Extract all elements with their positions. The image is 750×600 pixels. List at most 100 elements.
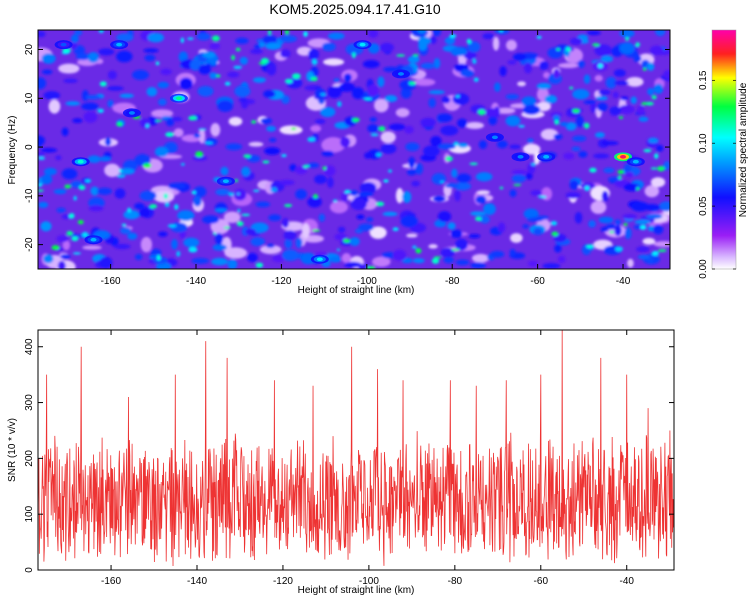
heatmap-cell: [413, 78, 436, 86]
heatmap-cell: [380, 131, 396, 144]
heatmap-cell: [553, 68, 560, 79]
heatmap-cell: [454, 189, 461, 202]
heatmap-cell: [449, 34, 457, 38]
heatmap-cell: [158, 98, 167, 106]
heatmap-cell: [478, 140, 488, 149]
heatmap-cell: [598, 216, 614, 224]
heatmap-cell: [415, 248, 422, 254]
heatmap-cell: [601, 140, 619, 146]
heatmap-cell: [408, 156, 416, 169]
heatmap-cell: [653, 224, 664, 235]
heatmap-cell: [544, 94, 558, 104]
heatmap-cell: [38, 156, 45, 160]
heatmap-cell: [577, 60, 585, 68]
heatmap-cell: [268, 214, 282, 222]
heatmap-cell: [460, 69, 475, 78]
heatmap-cell: [269, 137, 277, 143]
heatmap-cell: [605, 76, 617, 89]
heatmap-cell: [494, 82, 501, 92]
colorbar: 0.00 0.05 0.10 0.15 Normalized spectral amp…: [698, 29, 749, 279]
heatmap-cell: [163, 193, 168, 200]
heatmap-cell: [215, 232, 224, 245]
heatmap-y-ticks: -20 -10 0 10 20: [24, 44, 670, 252]
heatmap-cell: [505, 115, 521, 127]
heatmap-cell: [311, 59, 318, 65]
heatmap-cell: [594, 44, 613, 57]
heatmap-cell: [550, 111, 563, 118]
heatmap-cell: [53, 188, 67, 195]
heatmap-hotspot-core: [632, 159, 639, 164]
heatmap-cell: [307, 162, 320, 169]
heatmap-cell: [659, 201, 670, 212]
heatmap-cell: [280, 49, 291, 58]
x-tick-label: -80: [448, 576, 463, 587]
heatmap-cell: [595, 132, 605, 138]
heatmap-cell: [533, 227, 543, 236]
x-tick-label: -140: [186, 276, 206, 287]
heatmap-cell: [430, 135, 442, 147]
heatmap-cell: [87, 52, 99, 63]
colorbar-tick-label: 0.15: [698, 70, 709, 90]
heatmap-cell: [302, 164, 310, 168]
heatmap-cell: [227, 71, 240, 78]
heatmap-cell: [250, 237, 265, 247]
heatmap-cell: [400, 215, 418, 228]
heatmap-cell: [530, 190, 543, 196]
heatmap-cell: [255, 201, 271, 208]
x-tick-label: -120: [271, 276, 291, 287]
heatmap-cell: [210, 123, 221, 137]
heatmap-cell: [138, 209, 149, 217]
heatmap-cell: [43, 91, 61, 100]
heatmap-cell: [156, 254, 161, 261]
heatmap-cell: [174, 204, 179, 210]
heatmap-cell: [528, 260, 538, 267]
heatmap-cell: [505, 39, 517, 51]
heatmap-cell: [66, 231, 73, 236]
heatmap-cell: [479, 215, 490, 224]
heatmap-cell: [121, 223, 127, 227]
heatmap-cell: [349, 237, 360, 246]
heatmap-cell: [565, 122, 577, 131]
heatmap-cell: [420, 117, 437, 127]
heatmap-cell: [140, 236, 153, 253]
heatmap-cell: [241, 213, 251, 217]
heatmap-cell: [637, 254, 651, 260]
heatmap-cell: [336, 248, 340, 252]
snr-frame: [37, 329, 675, 571]
heatmap-cell: [614, 224, 622, 237]
heatmap-cell: [188, 115, 197, 121]
heatmap-cell: [388, 169, 392, 173]
heatmap-cell: [560, 122, 569, 127]
heatmap-cell: [404, 125, 414, 134]
heatmap-cell: [284, 30, 290, 35]
heatmap-cell: [183, 237, 200, 248]
heatmap-cell: [63, 78, 78, 84]
heatmap-cell: [589, 167, 597, 173]
heatmap-cell: [132, 69, 149, 81]
heatmap-hotspots: [54, 40, 645, 264]
heatmap-cell: [116, 33, 134, 42]
heatmap-cell: [123, 210, 140, 220]
heatmap-cell: [176, 250, 181, 257]
heatmap-cell: [329, 256, 342, 263]
heatmap-cell: [195, 151, 204, 158]
heatmap-cell: [198, 128, 206, 144]
heatmap-cell: [38, 183, 43, 187]
snr-background: [38, 330, 674, 570]
heatmap-cell: [642, 67, 647, 71]
heatmap-cell: [563, 152, 575, 160]
heatmap-cell: [134, 202, 145, 210]
snr-y-ticks: 0 100 200 300 400: [24, 338, 674, 573]
heatmap-cell: [301, 223, 310, 239]
heatmap-cell: [264, 147, 281, 155]
heatmap-cell: [262, 35, 278, 45]
heatmap-cell: [463, 51, 477, 60]
heatmap-cell: [120, 227, 132, 235]
heatmap-cell: [227, 259, 238, 269]
heatmap-cell: [145, 124, 150, 129]
heatmap-cell: [233, 188, 247, 201]
heatmap-cell: [167, 224, 177, 228]
heatmap-cell: [477, 109, 486, 116]
heatmap-cell: [344, 189, 351, 194]
